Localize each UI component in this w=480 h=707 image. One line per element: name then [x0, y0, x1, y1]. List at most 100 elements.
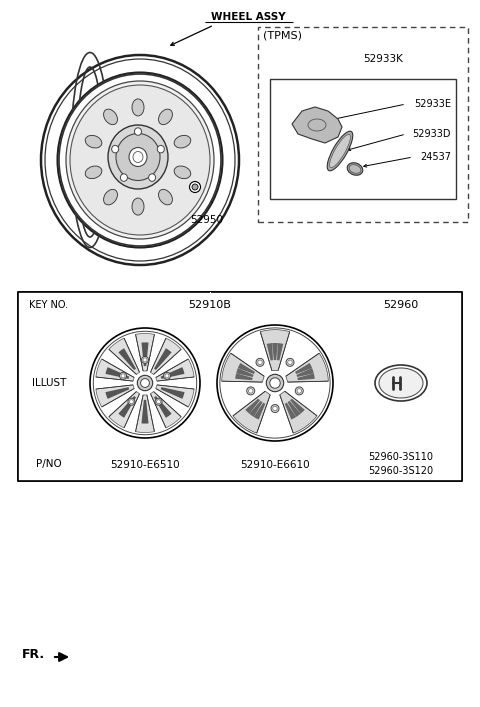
Text: 52960: 52960 [384, 300, 419, 310]
Polygon shape [135, 334, 155, 371]
Ellipse shape [90, 328, 200, 438]
Ellipse shape [220, 328, 330, 438]
Polygon shape [161, 367, 184, 379]
Polygon shape [156, 385, 194, 407]
Ellipse shape [327, 132, 353, 171]
Ellipse shape [104, 189, 118, 205]
Ellipse shape [158, 189, 172, 205]
Polygon shape [286, 354, 328, 382]
Polygon shape [119, 396, 136, 418]
Ellipse shape [132, 99, 144, 116]
Ellipse shape [158, 109, 172, 124]
Polygon shape [290, 399, 305, 414]
Polygon shape [236, 368, 253, 377]
Ellipse shape [120, 174, 127, 181]
Ellipse shape [190, 182, 201, 192]
Ellipse shape [192, 184, 198, 190]
Text: P/NO: P/NO [36, 460, 62, 469]
Ellipse shape [249, 389, 253, 393]
Bar [258, 27, 468, 222]
Ellipse shape [174, 136, 191, 148]
Polygon shape [156, 359, 194, 381]
Ellipse shape [112, 146, 119, 153]
Polygon shape [106, 387, 129, 399]
Polygon shape [109, 392, 140, 428]
Ellipse shape [58, 73, 223, 247]
Polygon shape [235, 373, 252, 380]
Ellipse shape [270, 378, 280, 388]
Ellipse shape [379, 368, 423, 398]
Ellipse shape [116, 134, 160, 180]
Ellipse shape [133, 151, 143, 163]
Ellipse shape [128, 398, 135, 405]
Text: KEY NO.: KEY NO. [29, 300, 69, 310]
Ellipse shape [347, 163, 363, 175]
Polygon shape [109, 338, 140, 375]
Polygon shape [151, 392, 181, 428]
Ellipse shape [273, 407, 277, 411]
Ellipse shape [288, 360, 292, 365]
Polygon shape [272, 343, 278, 360]
Polygon shape [119, 349, 136, 370]
Text: 52910-E6510: 52910-E6510 [110, 460, 180, 469]
Ellipse shape [330, 134, 350, 168]
Ellipse shape [295, 387, 303, 395]
Polygon shape [233, 391, 270, 433]
Polygon shape [292, 107, 342, 143]
Polygon shape [142, 342, 148, 366]
Text: 52933E: 52933E [414, 99, 451, 109]
Ellipse shape [155, 398, 162, 405]
Ellipse shape [271, 404, 279, 412]
Ellipse shape [85, 166, 102, 179]
Polygon shape [254, 403, 265, 419]
Ellipse shape [164, 373, 170, 380]
Ellipse shape [143, 358, 147, 362]
Ellipse shape [157, 146, 164, 153]
Text: 52933D: 52933D [412, 129, 451, 139]
Ellipse shape [258, 360, 262, 365]
Text: 24537: 24537 [420, 152, 451, 162]
Ellipse shape [134, 128, 142, 135]
Ellipse shape [85, 136, 102, 148]
Polygon shape [298, 373, 315, 380]
Polygon shape [151, 338, 181, 375]
Ellipse shape [70, 85, 210, 235]
Polygon shape [154, 349, 172, 370]
Text: 52910B: 52910B [189, 300, 231, 310]
Polygon shape [249, 401, 263, 417]
Bar [18, 292, 462, 481]
Text: 52950: 52950 [191, 215, 224, 225]
Polygon shape [267, 343, 273, 361]
Ellipse shape [286, 358, 294, 366]
Ellipse shape [266, 374, 284, 392]
Bar [270, 79, 456, 199]
Ellipse shape [165, 374, 169, 378]
Polygon shape [135, 395, 155, 433]
Polygon shape [277, 343, 283, 361]
Ellipse shape [247, 387, 255, 395]
Polygon shape [154, 396, 172, 418]
Ellipse shape [156, 399, 161, 404]
Ellipse shape [174, 166, 191, 179]
Ellipse shape [137, 375, 153, 391]
Text: FR.: FR. [22, 648, 45, 662]
Polygon shape [222, 354, 264, 382]
Polygon shape [238, 363, 255, 374]
Text: 52933K: 52933K [363, 54, 403, 64]
Ellipse shape [256, 358, 264, 366]
Polygon shape [295, 363, 312, 374]
Polygon shape [96, 359, 134, 381]
Bar [209, 292, 211, 318]
Ellipse shape [132, 198, 144, 215]
Polygon shape [106, 367, 129, 379]
Polygon shape [142, 400, 148, 423]
Ellipse shape [149, 174, 156, 181]
Ellipse shape [129, 148, 147, 167]
Polygon shape [260, 329, 290, 370]
Polygon shape [280, 391, 317, 433]
Ellipse shape [93, 332, 197, 435]
Text: WHEEL ASSY: WHEEL ASSY [211, 12, 285, 22]
Polygon shape [161, 387, 184, 399]
Polygon shape [245, 399, 260, 414]
Polygon shape [96, 385, 134, 407]
